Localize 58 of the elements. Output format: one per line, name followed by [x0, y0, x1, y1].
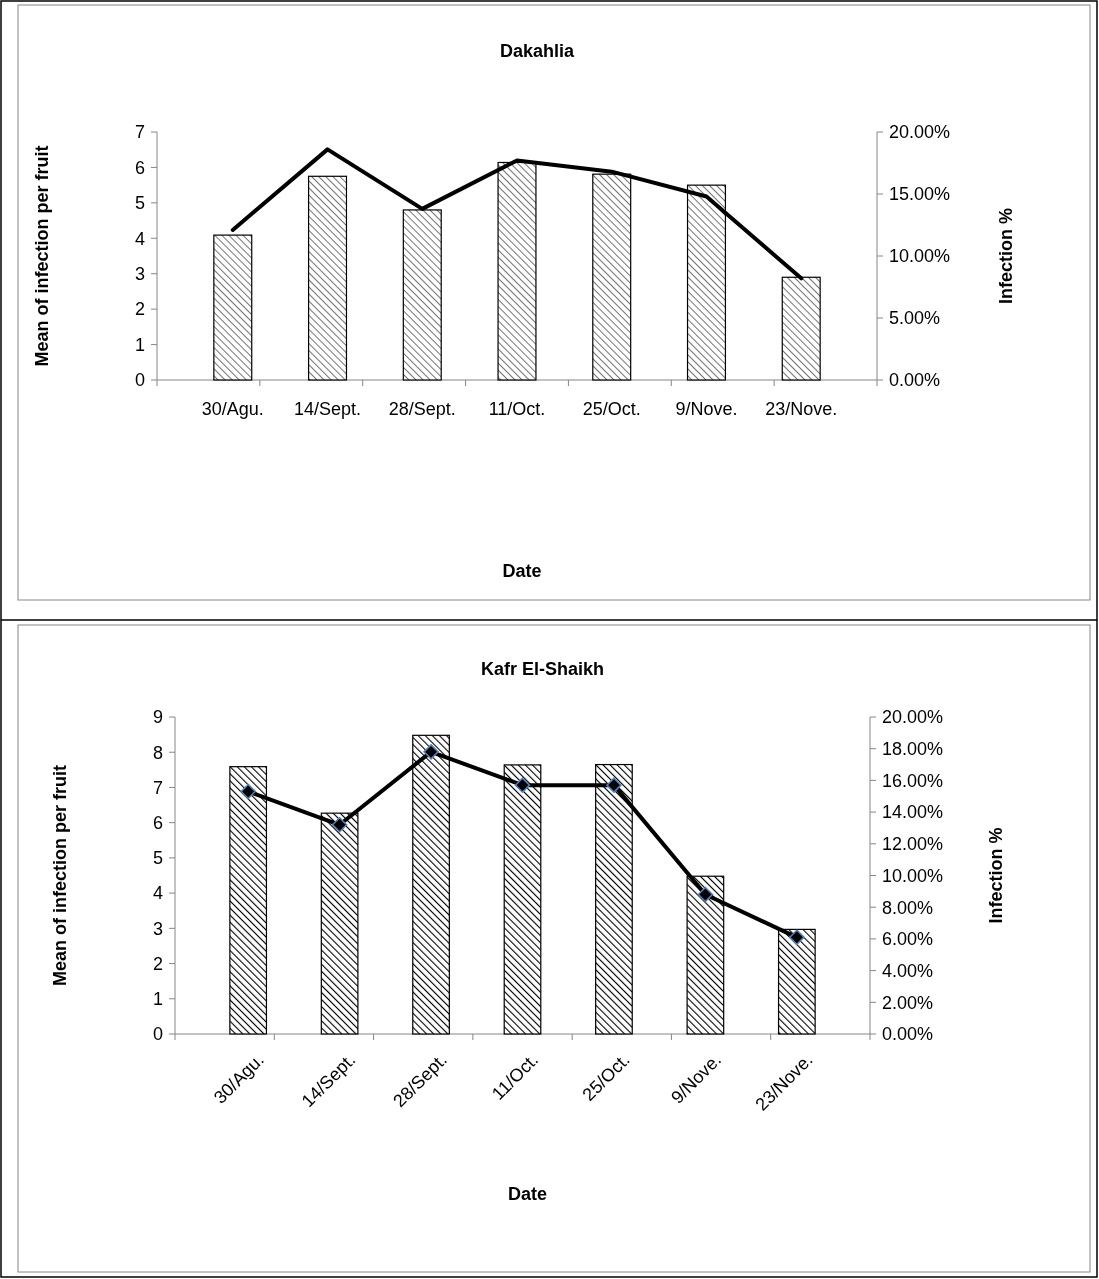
- point: [789, 929, 805, 946]
- y-tick-label: 8: [152, 742, 163, 763]
- y2-tick-label: 10.00%: [882, 865, 944, 886]
- x-axis-title: Date: [502, 561, 542, 581]
- x-tick-label: 14/Sept.: [294, 399, 362, 419]
- y2-tick-label: 5.00%: [889, 308, 941, 329]
- point: [240, 783, 256, 800]
- bar: [307, 175, 348, 381]
- y-tick-label: 0: [152, 1024, 163, 1045]
- y-tick-label: 7: [152, 777, 163, 798]
- y-tick-label: 7: [134, 122, 145, 143]
- chart-title: Dakahlia: [499, 41, 575, 61]
- chart-title: Kafr El-Shaikh: [480, 659, 605, 679]
- y2-axis-title: Infection %: [996, 207, 1016, 305]
- y2-tick-label: 14.00%: [882, 802, 944, 823]
- x-tick-label: 11/Oct.: [488, 399, 546, 419]
- point: [606, 777, 622, 793]
- y-tick-label: 2: [152, 953, 163, 974]
- x-axis-title: Date: [507, 1184, 548, 1204]
- point: [697, 886, 714, 903]
- y-tick-label: 2: [134, 299, 145, 320]
- point: [514, 777, 531, 793]
- y-tick-label: 6: [152, 812, 163, 833]
- point: [331, 817, 348, 833]
- y2-tick-label: 20.00%: [882, 707, 944, 728]
- y2-tick-label: 4.00%: [882, 960, 934, 981]
- y-tick-label: 3: [134, 264, 145, 285]
- y-tick-label: 9: [152, 707, 163, 728]
- y2-tick-label: 0.00%: [889, 370, 941, 391]
- y-tick-label: 4: [134, 228, 145, 249]
- y-tick-label: 1: [152, 989, 163, 1010]
- bar: [213, 234, 253, 381]
- y-tick-label: 6: [134, 157, 145, 178]
- y2-tick-label: 20.00%: [889, 122, 951, 143]
- point: [423, 744, 439, 760]
- y2-tick-label: 6.00%: [882, 929, 934, 950]
- x-tick-label: 9/Nove.: [675, 399, 738, 419]
- y2-tick-label: 10.00%: [889, 246, 951, 267]
- x-tick-label: 30/Agu.: [201, 399, 264, 419]
- y2-tick-label: 18.00%: [882, 739, 944, 759]
- y-axis-title: Mean of infection per fruit: [32, 145, 52, 367]
- y-axis-title: Mean of infection per fruit: [50, 764, 70, 987]
- x-tick-label: 25/Oct.: [582, 399, 641, 419]
- y2-tick-label: 16.00%: [882, 770, 944, 791]
- y2-tick-label: 2.00%: [882, 992, 934, 1013]
- y-tick-label: 5: [134, 193, 145, 214]
- x-tick-label: 28/Sept.: [388, 399, 456, 419]
- y2-axis-title: Infection %: [986, 827, 1006, 924]
- y2-tick-label: 8.00%: [882, 897, 934, 918]
- y2-tick-label: 15.00%: [889, 184, 951, 205]
- x-tick-label: 23/Nove.: [765, 399, 838, 419]
- y2-tick-label: 12.00%: [882, 834, 944, 855]
- y2-tick-label: 0.00%: [882, 1024, 934, 1045]
- y-tick-label: 0: [134, 370, 145, 391]
- y-tick-label: 4: [152, 883, 163, 904]
- y-tick-label: 1: [134, 334, 145, 355]
- y-tick-label: 3: [152, 918, 163, 939]
- y-tick-label: 5: [152, 848, 163, 869]
